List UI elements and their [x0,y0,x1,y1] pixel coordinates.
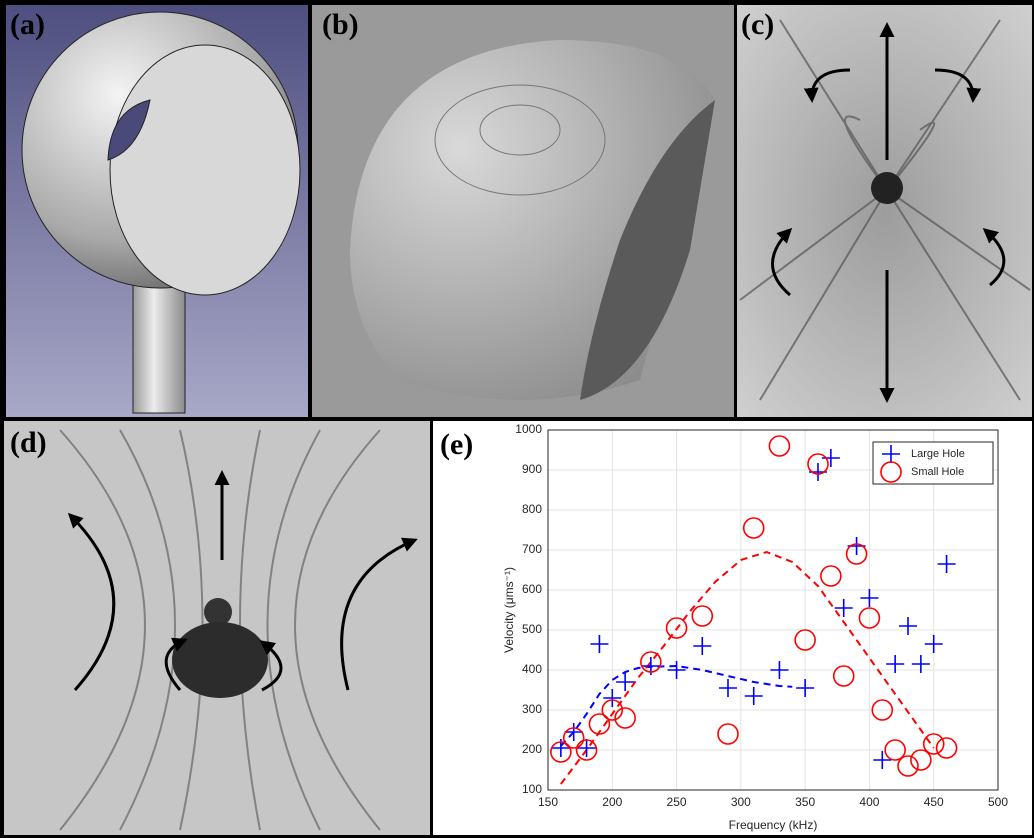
figure: (a) (b) (c) [0,0,1034,838]
y-tick-label: 100 [522,782,542,796]
panel-label: (e) [440,428,473,461]
y-tick-label: 400 [522,662,542,676]
particle-body [172,622,268,698]
x-tick-label: 200 [602,795,622,809]
panel-label: (b) [322,8,359,41]
panel-a: (a) [6,5,308,417]
x-axis-label: Frequency (kHz) [729,818,818,832]
panel-background [737,5,1032,417]
y-tick-label: 200 [522,742,542,756]
x-tick-label: 500 [988,795,1008,809]
x-tick-label: 300 [731,795,751,809]
panel-label: (a) [10,8,45,41]
panel-label: (d) [10,426,47,459]
particle-top [204,598,232,626]
y-tick-label: 1000 [515,422,542,436]
y-tick-label: 900 [522,462,542,476]
panel-e: (e) Frequency (kHz) Velocity (μms⁻¹) 150… [433,421,1032,835]
page: (a) (b) (c) [0,0,1034,838]
y-tick-label: 500 [522,622,542,636]
legend-label: Small Hole [911,466,964,478]
panel-label: (c) [741,8,774,41]
opening [110,45,300,295]
y-tick-label: 700 [522,542,542,556]
x-tick-label: 450 [924,795,944,809]
legend-label: Large Hole [911,448,965,460]
x-tick-label: 150 [538,795,558,809]
stem [133,285,185,413]
y-tick-label: 300 [522,702,542,716]
panel-d: (d) [4,421,430,835]
x-tick-label: 250 [667,795,687,809]
y-axis-label: Velocity (μms⁻¹) [502,567,516,653]
y-tick-label: 600 [522,582,542,596]
x-tick-label: 400 [859,795,879,809]
panel-b: (b) [312,5,734,417]
particle [871,172,903,204]
y-tick-label: 800 [522,502,542,516]
x-tick-label: 350 [795,795,815,809]
panel-c: (c) [737,5,1032,417]
